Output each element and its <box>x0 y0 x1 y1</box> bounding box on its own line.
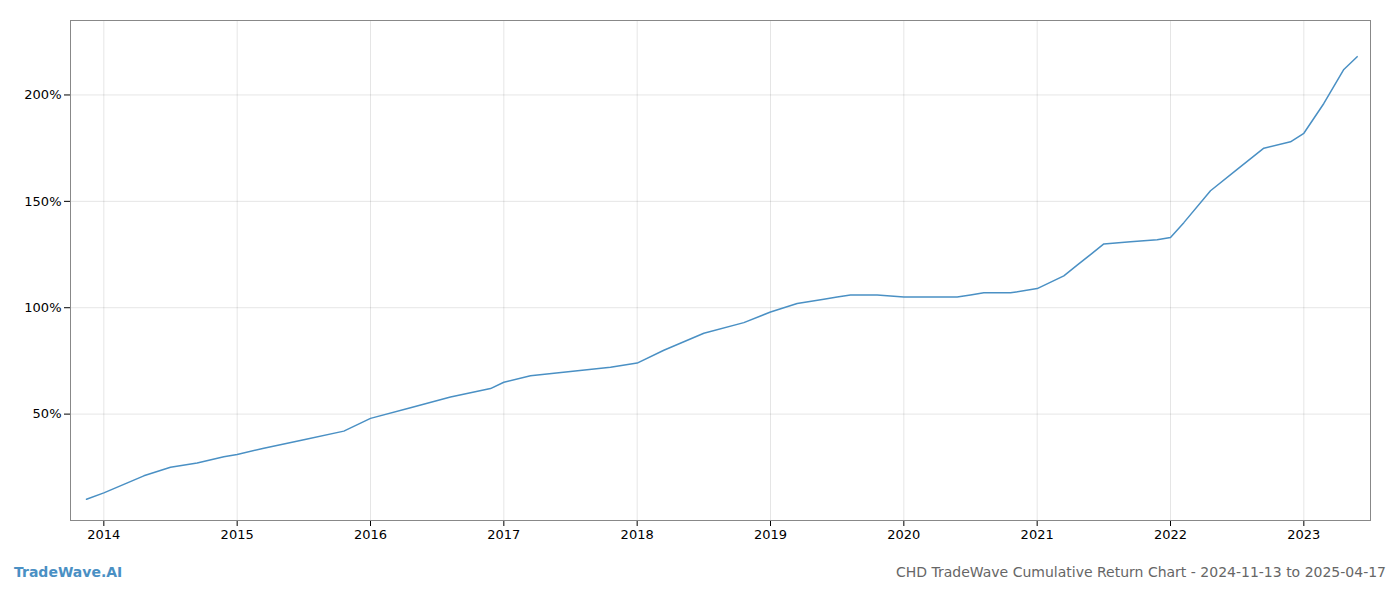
svg-text:200%: 200% <box>24 87 61 102</box>
svg-text:2021: 2021 <box>1021 527 1054 542</box>
html-text:TradeWave.AI: TradeWave.AI <box>14 564 123 580</box>
svg-text:2015: 2015 <box>221 527 254 542</box>
svg-text:2020: 2020 <box>887 527 920 542</box>
svg-text:2019: 2019 <box>754 527 787 542</box>
svg-text:2017: 2017 <box>487 527 520 542</box>
svg-text:150%: 150% <box>24 194 61 209</box>
svg-text:2022: 2022 <box>1154 527 1187 542</box>
svg-text:2018: 2018 <box>621 527 654 542</box>
html-text:CHD TradeWave Cumulative Retur: CHD TradeWave Cumulative Return Chart - … <box>895 564 1386 580</box>
svg-text:2016: 2016 <box>354 527 387 542</box>
svg-text:50%: 50% <box>33 406 62 421</box>
svg-text:100%: 100% <box>24 300 61 315</box>
svg-text:2023: 2023 <box>1287 527 1320 542</box>
svg-text:2014: 2014 <box>87 527 120 542</box>
